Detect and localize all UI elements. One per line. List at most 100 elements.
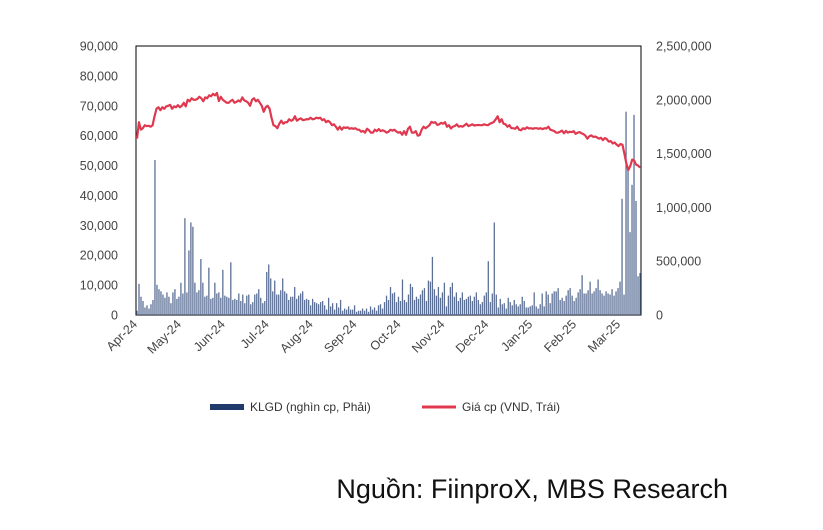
volume-bar — [385, 295, 388, 315]
volume-bar — [204, 296, 206, 315]
volume-bar — [485, 292, 487, 315]
left-tick-label: 70,000 — [80, 99, 118, 113]
right-tick-label: 0 — [656, 309, 663, 323]
left-axis-ticks: 0 10,000 20,000 30,000 40,000 50,000 60,000 70,… — [80, 40, 118, 323]
volume-bar — [254, 294, 256, 315]
volume-bar — [377, 305, 380, 315]
volume-bar — [335, 303, 338, 315]
right-tick-label: 500,000 — [656, 255, 701, 269]
x-tick-label: May-24 — [145, 317, 184, 356]
volume-bar — [393, 292, 396, 315]
volume-bar — [206, 295, 208, 315]
volume-bar — [591, 293, 593, 315]
volume-bar — [230, 262, 232, 315]
volume-bar — [136, 310, 138, 315]
volume-bar — [140, 296, 142, 315]
volume-bar — [180, 282, 182, 315]
volume-bar — [473, 296, 475, 315]
volume-bar — [250, 304, 252, 315]
volume-bar — [282, 278, 284, 315]
volume-bar — [629, 232, 631, 315]
volume-bar — [535, 306, 537, 315]
volume-bar — [447, 295, 450, 315]
volume-bar — [425, 301, 428, 315]
x-tick-label: Feb-25 — [541, 317, 579, 355]
volume-bar — [323, 305, 326, 315]
volume-bar — [262, 303, 264, 315]
volume-bar — [505, 308, 507, 315]
chart-canvas: 0 10,000 20,000 30,000 40,000 50,000 60,000 70,… — [80, 40, 712, 415]
volume-bar — [222, 269, 224, 315]
volume-bar — [226, 296, 228, 315]
volume-bar — [304, 299, 306, 315]
volume-bar — [162, 294, 164, 315]
volume-bar — [533, 292, 535, 315]
volume-bar — [467, 296, 469, 315]
volume-bar — [495, 294, 497, 315]
volume-bar — [198, 290, 200, 315]
volume-bar — [172, 292, 174, 315]
volume-bar — [453, 296, 456, 315]
volume-bar — [399, 301, 402, 315]
volume-bar — [373, 307, 376, 315]
volume-bar — [306, 298, 308, 315]
right-tick-label: 2,000,000 — [656, 93, 712, 107]
volume-bar — [475, 292, 477, 315]
left-tick-label: 60,000 — [80, 129, 118, 143]
volume-bar — [210, 298, 212, 315]
volume-bar — [397, 296, 400, 315]
volume-bar — [531, 305, 533, 315]
volume-bar — [270, 278, 272, 315]
volume-bar — [234, 298, 236, 315]
volume-bar — [314, 302, 316, 315]
volume-bar — [563, 301, 565, 315]
left-tick-label: 30,000 — [80, 219, 118, 233]
volume-bar — [363, 310, 366, 315]
volume-bar — [256, 293, 258, 315]
volume-bar — [573, 301, 575, 315]
volume-bar — [371, 309, 374, 315]
volume-bar — [268, 264, 270, 315]
volume-bar — [389, 287, 392, 315]
volume-bar — [280, 290, 282, 315]
x-tick-label: Apr-24 — [104, 317, 140, 353]
volume-bar — [232, 299, 234, 315]
volume-bar — [355, 311, 358, 315]
volume-bar — [240, 301, 242, 315]
volume-bar — [142, 301, 144, 315]
volume-bar — [607, 293, 609, 315]
volume-bar — [583, 293, 585, 315]
volume-bar — [487, 261, 489, 315]
left-tick-label: 10,000 — [80, 279, 118, 293]
volume-bar — [605, 291, 607, 315]
volume-bar — [595, 288, 597, 315]
volume-bar — [545, 291, 547, 315]
volume-bar — [351, 309, 354, 315]
volume-bar — [284, 291, 286, 315]
volume-bar — [499, 298, 501, 315]
volume-bar — [543, 306, 545, 315]
volume-bar — [182, 293, 184, 315]
volume-bar — [613, 295, 615, 315]
volume-bar — [637, 276, 639, 315]
volume-bar — [519, 304, 521, 315]
volume-bar — [587, 290, 589, 315]
volume-bar — [367, 311, 370, 315]
volume-bar — [515, 304, 517, 315]
volume-bar — [379, 304, 382, 315]
volume-bar — [146, 305, 148, 315]
volume-bar — [631, 184, 633, 315]
x-tick-label: Sep-24 — [321, 317, 359, 355]
volume-bar — [541, 293, 543, 315]
volume-bar — [337, 307, 340, 315]
volume-bar — [625, 111, 627, 315]
volume-bar — [186, 292, 188, 315]
volume-bar — [489, 302, 491, 315]
volume-bar — [455, 292, 458, 315]
volume-bar — [258, 289, 260, 315]
volume-bar — [343, 308, 346, 315]
volume-bar — [312, 298, 314, 315]
volume-bar — [617, 288, 619, 315]
volume-bar — [156, 284, 158, 315]
volume-bar — [481, 302, 483, 315]
